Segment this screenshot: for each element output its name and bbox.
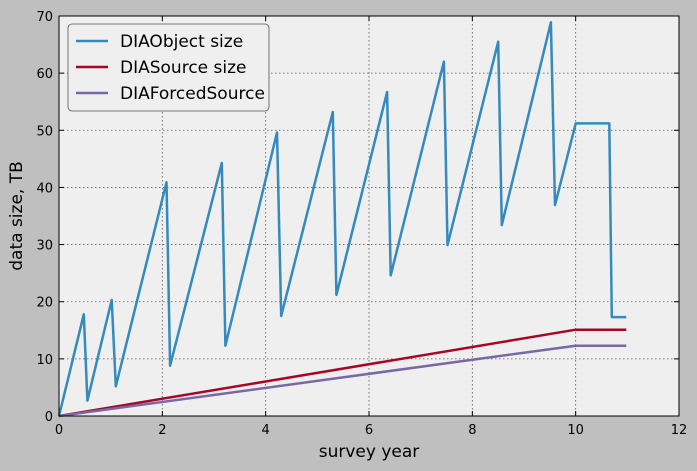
legend-label-1: DIAObject size: [120, 32, 243, 52]
y-tick-label: 30: [36, 239, 53, 254]
x-axis-title: survey year: [319, 442, 420, 462]
x-tick-label: 0: [55, 423, 63, 438]
x-tick-label: 12: [671, 423, 688, 438]
series-line-3: [58, 344, 627, 418]
y-axis-ticks: 0 10 20 30 40 50 60 70: [36, 10, 679, 425]
y-tick-label: 0: [45, 410, 53, 425]
series-line-2: [58, 328, 627, 418]
y-tick-label: 70: [36, 10, 53, 25]
y-tick-label: 10: [36, 353, 53, 368]
grid-lines: [59, 16, 679, 416]
y-tick-label: 40: [36, 181, 53, 196]
y-tick-label: 60: [36, 67, 53, 82]
x-tick-label: 2: [158, 423, 166, 438]
y-tick-label: 20: [36, 296, 53, 311]
x-axis-ticks: 0 2 4 6 8 10 12: [55, 16, 687, 438]
x-tick-label: 10: [567, 423, 584, 438]
legend: DIAObject size DIASource size DIAForcedSou…: [67, 23, 270, 112]
y-axis-title: data size, TB: [7, 161, 27, 271]
legend-box: [67, 23, 270, 112]
y-tick-label: 50: [36, 124, 53, 139]
x-tick-label: 4: [262, 423, 270, 438]
legend-label-3: DIAForcedSource: [120, 84, 265, 104]
legend-label-2: DIASource size: [120, 58, 247, 78]
x-tick-label: 6: [365, 423, 373, 438]
series-line-1: [57, 21, 627, 417]
series-group: [57, 21, 627, 418]
x-tick-label: 8: [468, 423, 476, 438]
